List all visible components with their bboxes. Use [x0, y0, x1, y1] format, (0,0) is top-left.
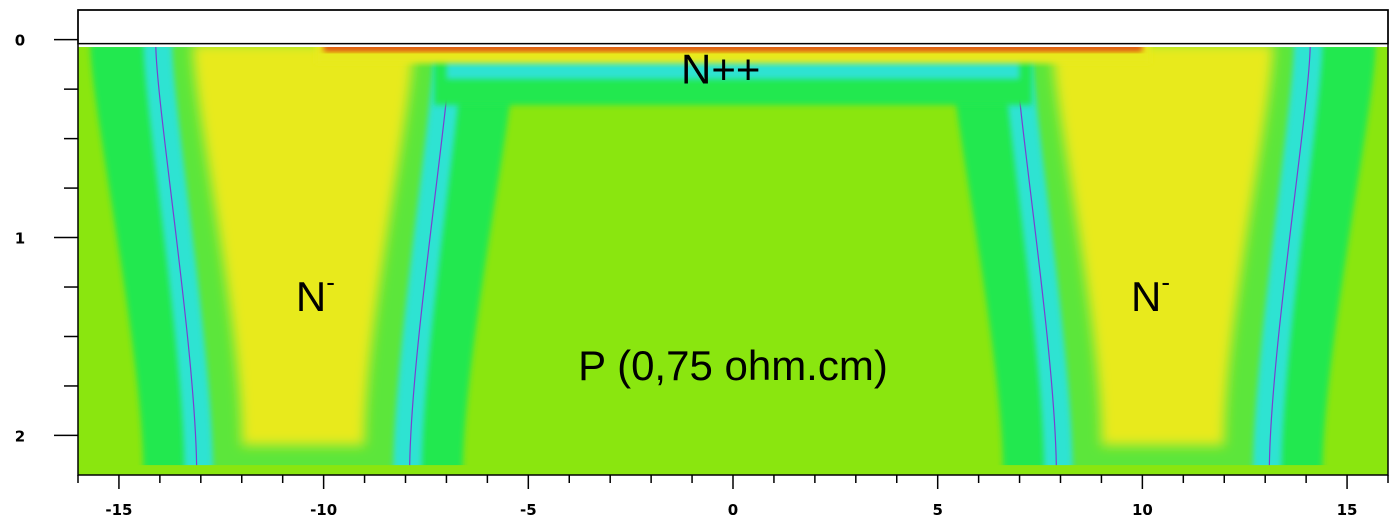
field-layer: [77, 9, 1389, 475]
n-plus-layer: [323, 47, 1143, 52]
region-label: N++: [681, 45, 760, 92]
x-tick-label: 10: [1132, 501, 1153, 519]
labels-layer: N++N- N-P (0,75 ohm.cm): [296, 45, 1170, 389]
region-label: P (0,75 ohm.cm): [578, 342, 888, 389]
region-label: N-: [296, 267, 335, 320]
y-tick-label: 0: [15, 32, 25, 50]
bottom-substrate-band: [78, 465, 1388, 475]
junction-line-left: [155, 47, 452, 475]
region-label: N-: [1131, 267, 1170, 320]
x-tick-label: -5: [520, 501, 537, 519]
axes-layer: -15 -10 -5 0 5 10 15 0 1 2: [15, 9, 1389, 519]
x-tick-label: 15: [1337, 501, 1358, 519]
region-label-superscript: -: [326, 267, 335, 297]
x-tick-label: 0: [728, 501, 738, 519]
y-tick-label: 2: [15, 427, 25, 445]
region-label-text: N: [1131, 273, 1161, 320]
region-label-text: N: [296, 273, 326, 320]
n-minus-core-left: [192, 47, 414, 446]
y-tick-label: 1: [15, 230, 25, 248]
x-tick-label: 5: [932, 501, 942, 519]
x-tick-label: -10: [310, 501, 337, 519]
silicon-body: [78, 47, 1388, 475]
region-label-text: N++: [681, 45, 760, 92]
region-label-superscript: -: [1161, 267, 1170, 297]
x-tick-label: -15: [105, 501, 132, 519]
region-label-text: P (0,75 ohm.cm): [578, 342, 888, 389]
oxide-layer: [77, 9, 1389, 45]
junction-line-right: [1014, 47, 1311, 475]
n-minus-core-right: [1052, 47, 1274, 446]
